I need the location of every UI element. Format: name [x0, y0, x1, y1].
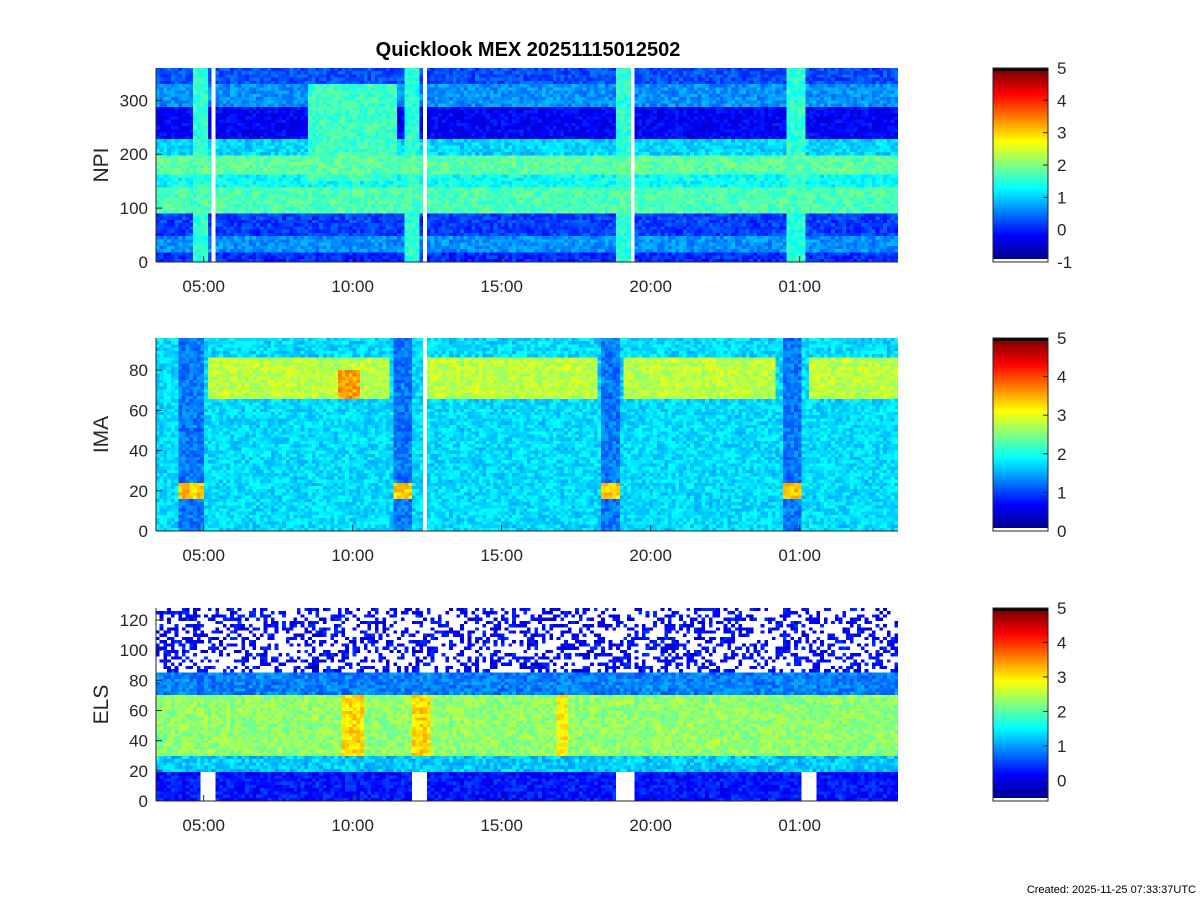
els-colorbar-tick-label: 2: [1057, 702, 1066, 721]
ima-colorbar-tick-label: 2: [1057, 445, 1066, 464]
els-x-tick-label: 10:00: [331, 816, 374, 835]
ima-colorbar-top: [993, 338, 1048, 341]
npi-spectrogram: [156, 68, 898, 262]
npi-colorbar-tick-label: 0: [1057, 221, 1066, 240]
ima-panel: 0 20 40 60 80 05:00 10:00 15:00 20:00 01:00 IMA 0 1 2…: [90, 329, 1066, 565]
ima-colorbar-tick-label: 4: [1057, 368, 1066, 387]
els-y-tick-label: 100: [120, 641, 148, 660]
els-x-tick-label: 01:00: [778, 816, 821, 835]
els-spectrogram: [156, 608, 898, 801]
els-colorbar-top: [993, 608, 1048, 611]
els-colorbar-tick-label: 0: [1057, 771, 1066, 790]
npi-colorbar-tick-label: 5: [1057, 59, 1066, 78]
ima-colorbar-tick-label: 3: [1057, 406, 1066, 425]
npi-colorbar-top: [993, 68, 1048, 71]
els-x-tick-label: 20:00: [629, 816, 672, 835]
ima-colorbar-tick-label: 1: [1057, 483, 1066, 502]
npi-colorbar-tick-label: 1: [1057, 188, 1066, 207]
npi-y-tick-label: 300: [120, 91, 148, 110]
ima-colorbar-tick-label: 0: [1057, 522, 1066, 541]
npi-colorbar: [993, 71, 1048, 259]
ima-y-tick-label: 60: [129, 401, 148, 420]
npi-x-tick-label: 20:00: [629, 277, 672, 296]
npi-x-tick-label: 10:00: [331, 277, 374, 296]
npi-y-tick-label: 100: [120, 199, 148, 218]
ima-x-tick-label: 20:00: [629, 546, 672, 565]
npi-colorbar-tick-label: 2: [1057, 156, 1066, 175]
ima-y-tick-label: 0: [139, 522, 148, 541]
npi-x-tick-label: 05:00: [182, 277, 225, 296]
npi-colorbar-tick-label: 3: [1057, 124, 1066, 143]
ima-y-label: IMA: [90, 416, 113, 453]
ima-x-tick-label: 01:00: [778, 546, 821, 565]
npi-panel: 0 100 200 300 05:00 10:00 15:00 20:00 01:00 NPI -1…: [90, 59, 1072, 296]
npi-x-tick-label: 01:00: [778, 277, 821, 296]
els-y-tick-label: 40: [129, 732, 148, 751]
npi-y-label: NPI: [90, 147, 113, 182]
els-colorbar-tick-label: 4: [1057, 633, 1066, 652]
els-y-tick-label: 60: [129, 702, 148, 721]
ima-spectrogram: [156, 338, 898, 531]
ima-y-tick-label: 40: [129, 442, 148, 461]
npi-x-tick-label: 15:00: [480, 277, 523, 296]
npi-y-tick-label: 0: [139, 253, 148, 272]
ima-x-tick-label: 10:00: [331, 546, 374, 565]
ima-y-tick-label: 20: [129, 482, 148, 501]
npi-y-tick-label: 200: [120, 145, 148, 164]
ima-colorbar-tick-label: 5: [1057, 329, 1066, 348]
els-y-tick-label: 80: [129, 671, 148, 690]
npi-colorbar-tick-label: 4: [1057, 91, 1066, 110]
ima-x-tick-label: 15:00: [480, 546, 523, 565]
els-colorbar-tick-label: 3: [1057, 668, 1066, 687]
els-y-tick-label: 120: [120, 611, 148, 630]
ima-colorbar: [993, 341, 1048, 528]
els-x-tick-label: 05:00: [182, 816, 225, 835]
els-colorbar-tick-label: 5: [1057, 599, 1066, 618]
els-x-tick-label: 15:00: [480, 816, 523, 835]
ima-x-tick-label: 05:00: [182, 546, 225, 565]
els-y-tick-label: 0: [139, 792, 148, 811]
els-colorbar-frame: [992, 607, 1049, 802]
els-y-tick-label: 20: [129, 762, 148, 781]
els-y-label: ELS: [90, 685, 113, 725]
npi-colorbar-tick-label: -1: [1057, 253, 1072, 272]
figure-title: Quicklook MEX 20251115012502: [376, 39, 681, 61]
created-timestamp: Created: 2025-11-25 07:33:37UTC: [1026, 884, 1196, 896]
ima-y-tick-label: 80: [129, 361, 148, 380]
els-colorbar-tick-label: 1: [1057, 737, 1066, 756]
els-colorbar: [993, 611, 1048, 798]
ima-colorbar-frame: [992, 337, 1049, 532]
